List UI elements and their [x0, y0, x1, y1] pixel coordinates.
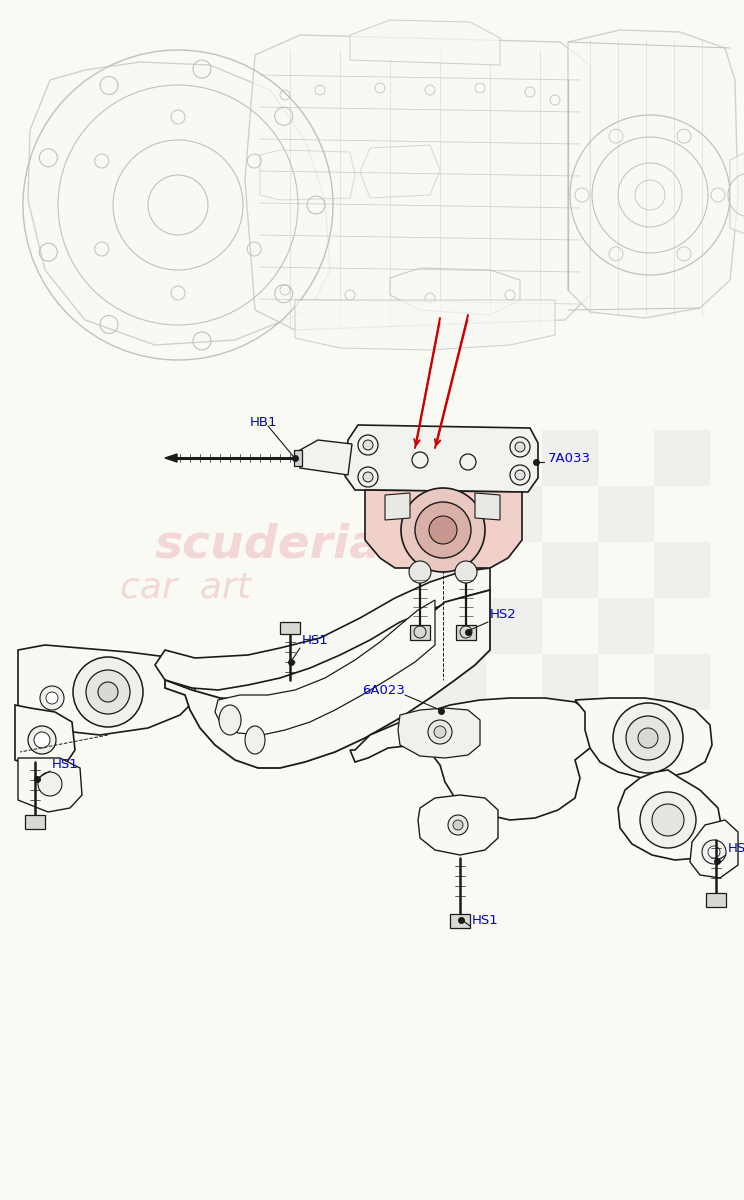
Polygon shape — [730, 150, 744, 235]
Circle shape — [38, 772, 62, 796]
Text: HS1: HS1 — [728, 841, 744, 854]
Bar — [430, 542, 486, 598]
Polygon shape — [365, 490, 522, 568]
Text: HS1: HS1 — [52, 758, 79, 772]
Polygon shape — [15, 704, 75, 770]
Bar — [486, 486, 542, 542]
Circle shape — [626, 716, 670, 760]
Polygon shape — [575, 698, 712, 778]
Text: car  art: car art — [120, 571, 251, 605]
Text: HS1: HS1 — [472, 913, 498, 926]
Polygon shape — [618, 770, 722, 860]
Circle shape — [453, 820, 463, 830]
Circle shape — [638, 728, 658, 748]
Polygon shape — [294, 450, 302, 466]
Polygon shape — [475, 493, 500, 520]
Bar — [430, 654, 486, 710]
Bar — [654, 654, 710, 710]
Polygon shape — [300, 440, 352, 475]
Polygon shape — [456, 625, 476, 640]
Bar — [542, 542, 598, 598]
Circle shape — [73, 658, 143, 727]
Text: scuderia: scuderia — [155, 522, 382, 568]
Polygon shape — [690, 820, 738, 878]
Circle shape — [640, 792, 696, 848]
Polygon shape — [165, 454, 177, 462]
Bar — [598, 486, 654, 542]
Bar — [486, 710, 542, 766]
Polygon shape — [398, 708, 480, 758]
Circle shape — [409, 560, 431, 583]
Polygon shape — [385, 493, 410, 520]
Circle shape — [401, 488, 485, 572]
Circle shape — [363, 472, 373, 482]
Circle shape — [515, 470, 525, 480]
Bar — [598, 710, 654, 766]
Polygon shape — [295, 300, 555, 350]
Polygon shape — [280, 622, 300, 634]
Text: 6A023: 6A023 — [362, 684, 405, 696]
Polygon shape — [28, 62, 330, 346]
Circle shape — [613, 703, 683, 773]
Circle shape — [46, 692, 58, 704]
Circle shape — [515, 442, 525, 452]
Polygon shape — [215, 600, 435, 734]
Circle shape — [652, 804, 684, 836]
Bar — [486, 598, 542, 654]
Circle shape — [40, 686, 64, 710]
Polygon shape — [450, 914, 470, 928]
Bar — [542, 430, 598, 486]
Text: HS2: HS2 — [490, 608, 517, 622]
Circle shape — [448, 815, 468, 835]
Polygon shape — [18, 758, 82, 812]
Circle shape — [702, 840, 726, 864]
Polygon shape — [245, 35, 590, 330]
Polygon shape — [18, 646, 195, 734]
Polygon shape — [155, 568, 490, 690]
Polygon shape — [25, 815, 45, 829]
Polygon shape — [350, 20, 500, 65]
Circle shape — [363, 440, 373, 450]
Circle shape — [98, 682, 118, 702]
Bar — [654, 542, 710, 598]
Circle shape — [708, 846, 720, 858]
Text: 7A033: 7A033 — [548, 451, 591, 464]
Ellipse shape — [219, 704, 241, 734]
Text: HB1: HB1 — [250, 415, 278, 428]
Bar — [654, 430, 710, 486]
Circle shape — [428, 720, 452, 744]
Ellipse shape — [245, 726, 265, 754]
Polygon shape — [345, 425, 538, 492]
Circle shape — [429, 516, 457, 544]
Polygon shape — [706, 893, 726, 907]
Circle shape — [455, 560, 477, 583]
Bar — [430, 430, 486, 486]
Polygon shape — [568, 30, 738, 318]
Circle shape — [86, 670, 130, 714]
Text: HS1: HS1 — [302, 634, 329, 647]
Polygon shape — [410, 625, 430, 640]
Polygon shape — [165, 590, 490, 768]
Circle shape — [434, 726, 446, 738]
Polygon shape — [350, 698, 595, 820]
Circle shape — [415, 502, 471, 558]
Circle shape — [28, 726, 56, 754]
Bar — [598, 598, 654, 654]
Polygon shape — [418, 794, 498, 854]
Bar — [542, 654, 598, 710]
Circle shape — [34, 732, 50, 748]
